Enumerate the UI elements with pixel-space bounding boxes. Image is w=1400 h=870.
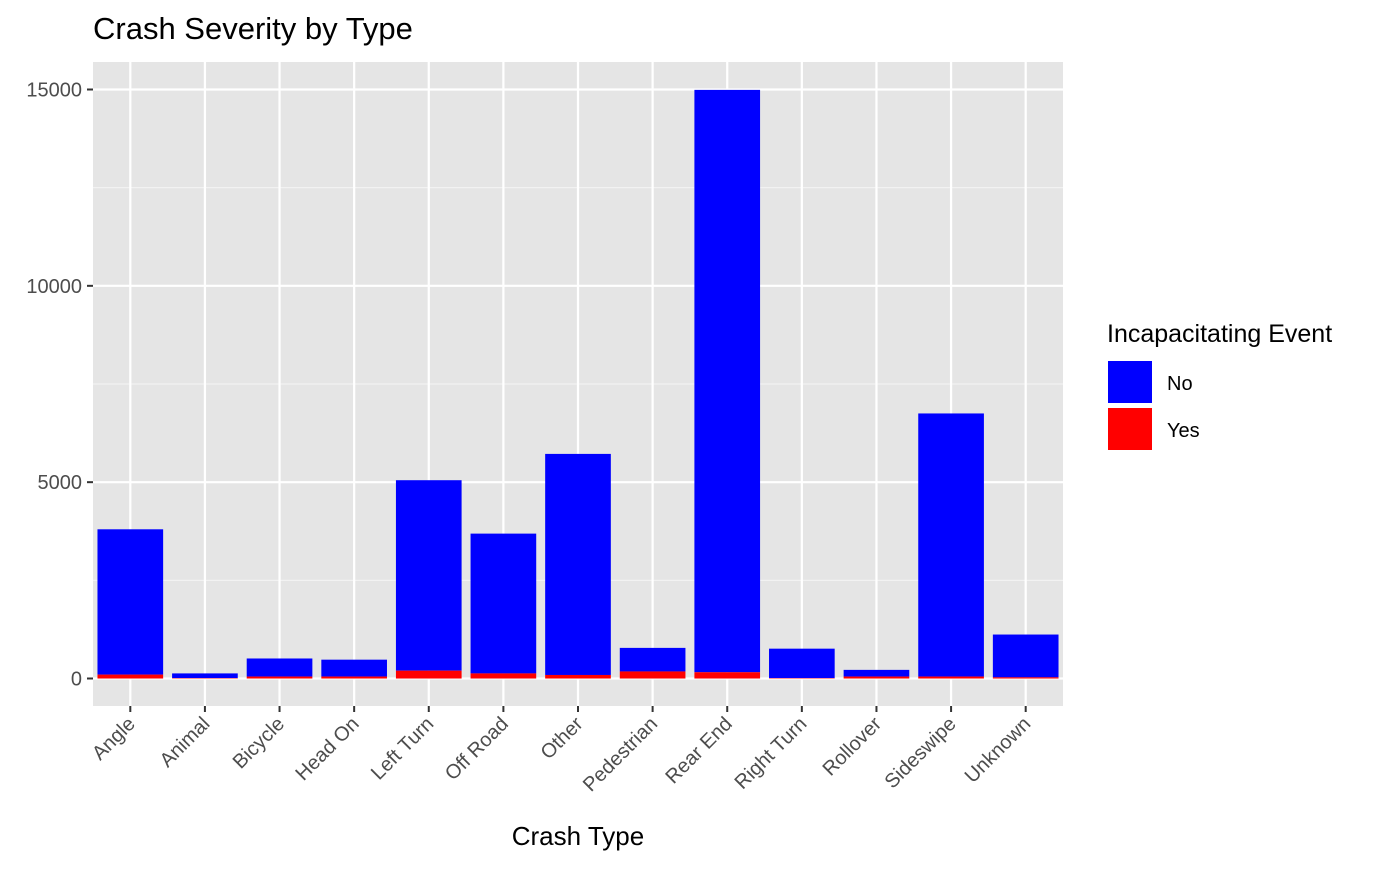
bar-yes (694, 672, 760, 678)
y-tick-label: 10000 (26, 276, 82, 298)
bar-yes (545, 675, 611, 679)
bar-no (471, 534, 537, 674)
bar-no (844, 670, 910, 677)
y-axis: 0 5000 10000 15000 (26, 79, 93, 690)
bar-no (545, 454, 611, 675)
bar-yes (620, 671, 686, 678)
x-tick-label: Bicycle (229, 713, 289, 773)
bar-no (247, 658, 313, 676)
legend: Incapacitating Event No Yes (1107, 320, 1332, 451)
bar-no (694, 90, 760, 672)
y-tick-label: 0 (71, 669, 82, 691)
x-tick-label: Pedestrian (579, 713, 662, 796)
legend-key-no (1107, 360, 1153, 404)
x-tick-label: Off Road (441, 713, 513, 785)
y-tick-label: 5000 (38, 472, 83, 494)
legend-label-yes: Yes (1167, 420, 1200, 442)
x-tick-label: Unknown (961, 713, 1036, 788)
bar-no (172, 673, 238, 678)
bar-yes (396, 671, 462, 679)
x-tick-label: Animal (156, 713, 215, 772)
bar-no (321, 660, 387, 677)
x-axis-title: Crash Type (512, 821, 644, 851)
x-tick-label: Right Turn (731, 713, 812, 794)
x-tick-label: Sideswipe (881, 713, 961, 793)
bar-yes (97, 675, 163, 679)
bar-yes (918, 677, 984, 679)
x-tick-label: Head On (292, 713, 364, 785)
bar-no (993, 635, 1059, 678)
bar-no (620, 648, 686, 672)
bar-no (769, 649, 835, 678)
legend-label-no: No (1167, 373, 1193, 395)
bar-yes (844, 677, 910, 679)
legend-key-yes (1107, 407, 1153, 451)
x-tick-label: Angle (88, 713, 140, 765)
bar-no (918, 413, 984, 676)
bar-yes (993, 677, 1059, 678)
y-tick-label: 15000 (26, 79, 82, 101)
x-tick-label: Rear End (661, 713, 736, 788)
x-tick-label: Other (537, 713, 588, 764)
chart-title: Crash Severity by Type (93, 11, 413, 46)
bar-yes (471, 673, 537, 678)
bar-no (97, 529, 163, 674)
bar-yes (247, 677, 313, 679)
legend-items: No Yes (1107, 360, 1200, 451)
bar-no (396, 480, 462, 670)
x-tick-label: Rollover (819, 713, 887, 781)
legend-title: Incapacitating Event (1107, 320, 1332, 348)
x-tick-label: Left Turn (367, 713, 438, 784)
bar-yes (321, 677, 387, 679)
